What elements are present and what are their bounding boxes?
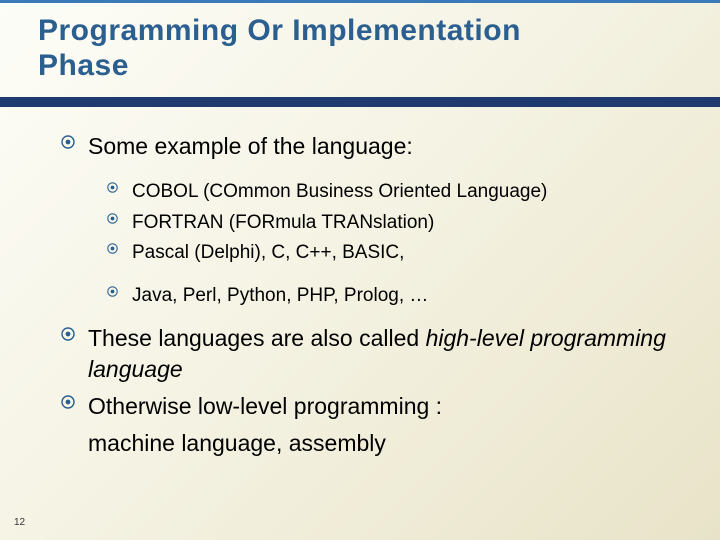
page-number: 12: [14, 517, 25, 528]
bullet-text: Pascal (Delphi), C, C++, BASIC,: [132, 241, 404, 266]
bullet-text: Otherwise low-level programming :: [88, 391, 442, 422]
bullet-text: Some example of the language:: [88, 131, 413, 162]
text-plain: These languages are also called: [88, 325, 426, 351]
bullet-lv1: These languages are also called high-lev…: [58, 323, 680, 385]
title-divider: [0, 97, 720, 107]
bullet-lv2: Pascal (Delphi), C, C++, BASIC,: [102, 241, 680, 266]
bullet-text: Java, Perl, Python, PHP, Prolog, …: [132, 284, 428, 309]
concentric-bullet-icon: [102, 286, 122, 297]
bullet-lv2: Java, Perl, Python, PHP, Prolog, …: [102, 284, 680, 309]
title-block: Programming Or Implementation Phase: [0, 0, 720, 93]
concentric-bullet-icon: [58, 135, 78, 149]
top-accent-bar: [0, 0, 720, 3]
concentric-bullet-icon: [58, 327, 78, 341]
bullet-lv1: Some example of the language:: [58, 131, 680, 162]
bullet-continuation: machine language, assembly: [88, 428, 680, 459]
bullet-text: These languages are also called high-lev…: [88, 323, 680, 385]
bullet-text: COBOL (COmmon Business Oriented Language…: [132, 180, 547, 205]
bullet-lv1: Otherwise low-level programming :: [58, 391, 680, 422]
concentric-bullet-icon: [102, 182, 122, 193]
bullet-text: FORTRAN (FORmula TRANslation): [132, 211, 434, 236]
concentric-bullet-icon: [58, 395, 78, 409]
bullet-text: machine language, assembly: [88, 428, 386, 459]
concentric-bullet-icon: [102, 243, 122, 254]
bullet-lv2: COBOL (COmmon Business Oriented Language…: [102, 180, 680, 205]
bullet-lv2: FORTRAN (FORmula TRANslation): [102, 211, 680, 236]
slide-title-line2: Phase: [38, 49, 720, 84]
concentric-bullet-icon: [102, 213, 122, 224]
content-area: Some example of the language: COBOL (COm…: [0, 107, 720, 459]
slide-title-line1: Programming Or Implementation: [38, 14, 720, 49]
